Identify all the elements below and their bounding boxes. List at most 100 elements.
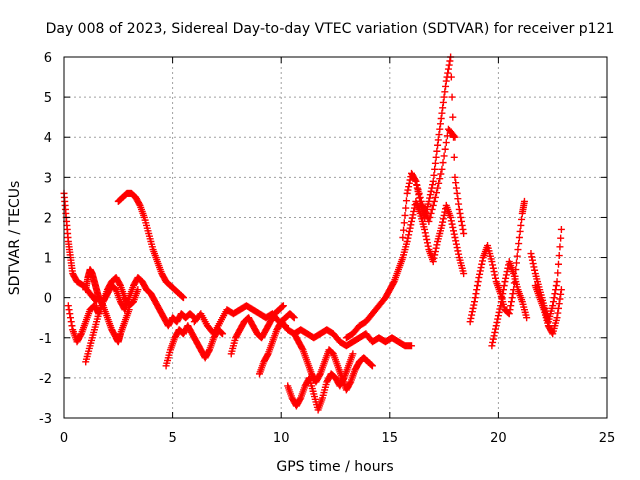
data-point xyxy=(423,236,431,244)
data-point xyxy=(496,305,504,313)
data-point xyxy=(555,300,563,308)
series-arc-f xyxy=(162,322,227,370)
data-point xyxy=(490,332,498,340)
data-point xyxy=(455,200,463,208)
data-point xyxy=(431,248,439,256)
data-point xyxy=(67,314,75,322)
data-point xyxy=(492,325,500,333)
data-point xyxy=(442,139,450,147)
data-point xyxy=(556,295,564,303)
chart-title: Day 008 of 2023, Sidereal Day-to-day VTE… xyxy=(46,21,615,37)
y-tick-label: 2 xyxy=(44,211,52,226)
data-point xyxy=(453,244,461,252)
data-point xyxy=(454,247,462,255)
x-tick-label: 20 xyxy=(490,431,507,446)
data-point xyxy=(473,282,481,290)
data-point xyxy=(433,147,441,155)
data-point xyxy=(514,246,522,254)
data-point xyxy=(436,175,444,183)
data-point xyxy=(450,132,458,140)
data-point xyxy=(497,298,505,306)
data-point xyxy=(450,230,458,238)
data-point xyxy=(425,217,433,225)
series-arc-e xyxy=(114,189,187,302)
data-point xyxy=(557,234,565,242)
data-point xyxy=(434,184,442,192)
data-point xyxy=(506,306,514,314)
x-tick-label: 10 xyxy=(273,431,290,446)
data-point xyxy=(489,264,497,272)
data-point xyxy=(478,260,486,268)
data-point xyxy=(423,239,431,247)
data-point xyxy=(515,240,523,248)
y-tick-label: -3 xyxy=(39,412,52,427)
data-point xyxy=(452,240,460,248)
data-point xyxy=(435,179,443,187)
data-point xyxy=(552,282,560,290)
data-point xyxy=(346,379,354,387)
data-point xyxy=(495,308,503,316)
data-point xyxy=(508,294,516,302)
data-point xyxy=(436,125,444,133)
data-point xyxy=(135,200,143,208)
series-arc-h xyxy=(227,302,287,358)
data-point xyxy=(468,308,476,316)
data-point xyxy=(557,290,565,298)
data-point xyxy=(549,298,557,306)
data-point xyxy=(405,227,413,235)
data-point xyxy=(438,165,446,173)
data-point xyxy=(263,351,271,359)
data-point xyxy=(468,311,476,319)
data-point xyxy=(428,205,436,213)
data-point xyxy=(450,153,458,161)
data-point xyxy=(550,294,558,302)
data-point xyxy=(439,218,447,226)
data-point xyxy=(444,69,452,77)
y-tick-label: 0 xyxy=(44,292,52,307)
data-point xyxy=(408,217,416,225)
data-point xyxy=(431,251,439,259)
data-point xyxy=(493,318,501,326)
data-point xyxy=(472,290,480,298)
data-point xyxy=(448,220,456,228)
data-point xyxy=(444,65,452,73)
data-point xyxy=(478,257,486,265)
data-point xyxy=(441,145,449,153)
data-point xyxy=(116,280,124,288)
data-point xyxy=(530,263,538,271)
data-point xyxy=(488,258,496,266)
data-point xyxy=(499,290,507,298)
data-point xyxy=(427,209,435,217)
data-point xyxy=(421,225,429,233)
data-point xyxy=(509,290,517,298)
data-point xyxy=(432,244,440,252)
data-point xyxy=(433,241,441,249)
data-point xyxy=(502,271,510,279)
data-point xyxy=(489,261,497,269)
data-point xyxy=(424,242,432,250)
data-point xyxy=(489,335,497,343)
data-point xyxy=(453,189,461,197)
data-point xyxy=(527,250,535,258)
data-points xyxy=(60,53,565,414)
data-point xyxy=(403,189,411,197)
data-point xyxy=(427,187,435,195)
data-point xyxy=(505,310,513,318)
data-point xyxy=(407,221,415,229)
data-point xyxy=(554,269,562,277)
data-point xyxy=(452,179,460,187)
y-tick-label: -1 xyxy=(39,332,52,347)
data-point xyxy=(447,73,455,81)
data-point xyxy=(492,274,500,282)
data-point xyxy=(516,227,524,235)
data-point xyxy=(477,264,485,272)
data-point xyxy=(421,229,429,237)
x-tick-label: 0 xyxy=(60,431,68,446)
data-point xyxy=(499,286,507,294)
data-point xyxy=(296,395,304,403)
data-point xyxy=(440,93,448,101)
data-point xyxy=(451,173,459,181)
series-arc-q xyxy=(488,258,531,350)
data-point xyxy=(488,342,496,350)
data-point xyxy=(549,302,557,310)
